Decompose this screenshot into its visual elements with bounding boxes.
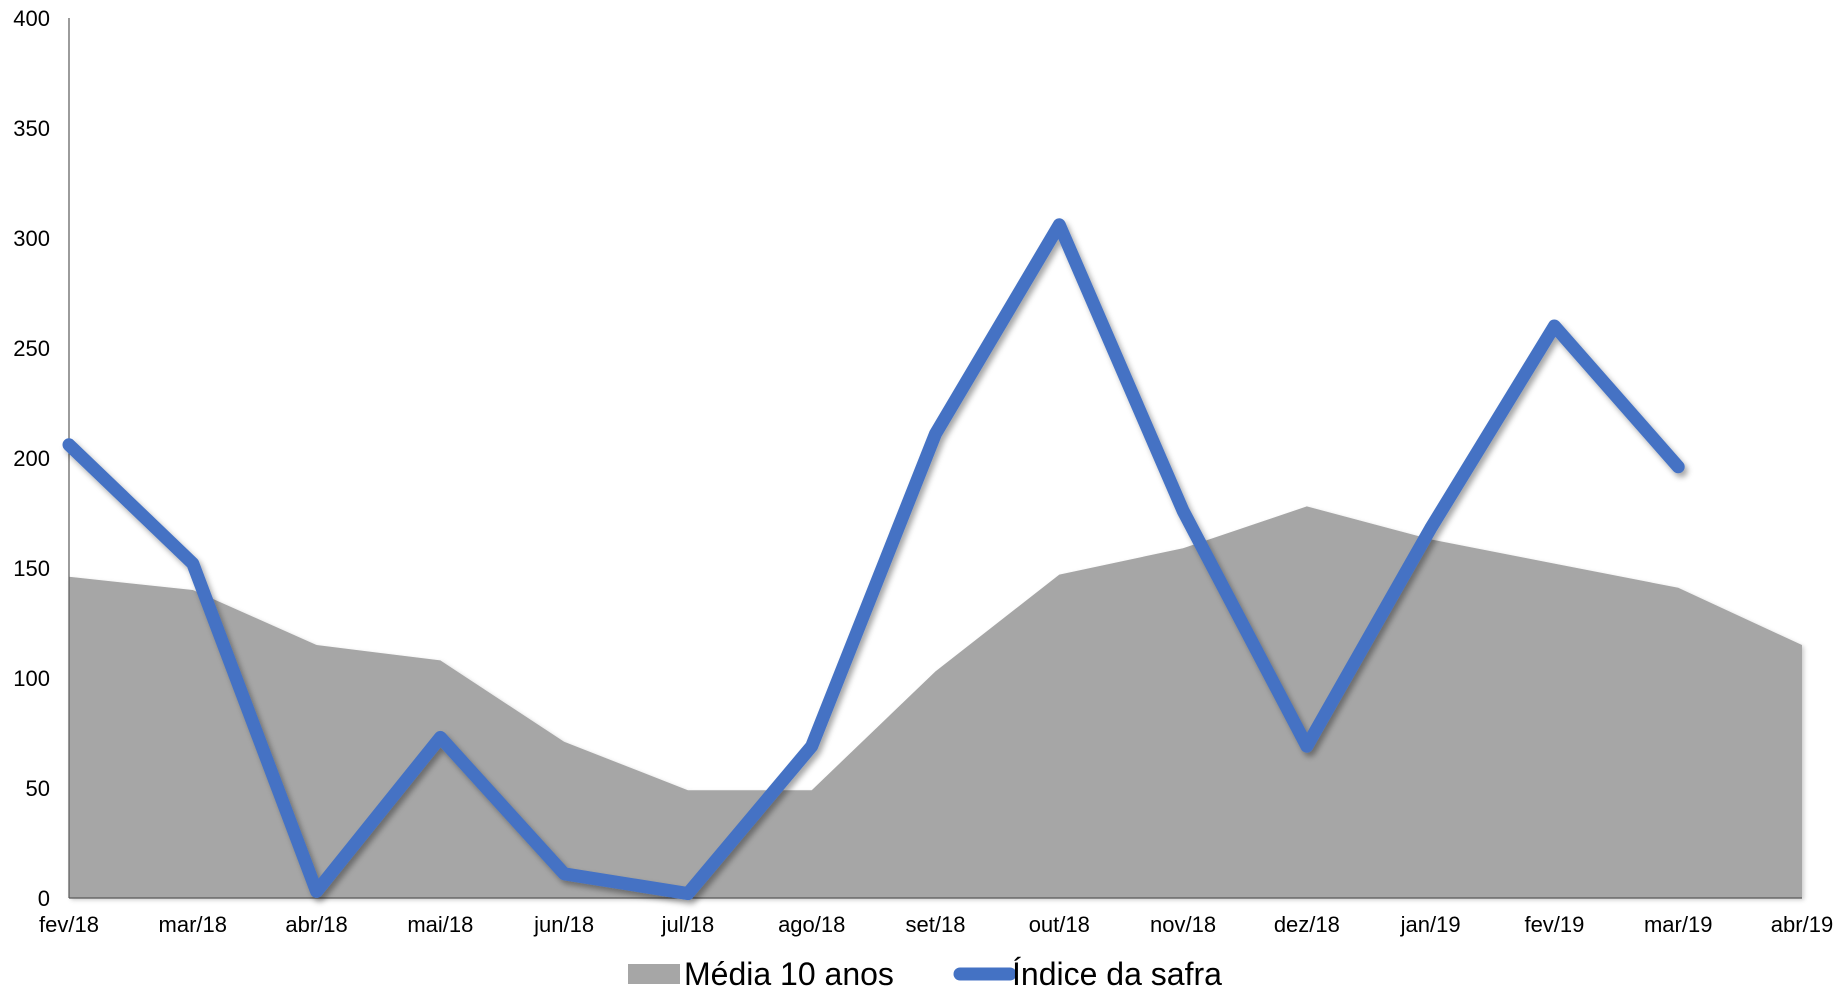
- x-tick-label: mar/19: [1644, 912, 1712, 937]
- legend-item-media-10-anos: Média 10 anos: [628, 956, 894, 988]
- series-line-indice-da-safra: [62, 218, 1685, 901]
- x-tick-label: fev/19: [1524, 912, 1584, 937]
- y-tick-label: 150: [13, 556, 50, 581]
- y-axis-ticks: 0 50 100 150 200 250 300 350 400: [13, 6, 50, 911]
- x-tick-label: jun/18: [533, 912, 594, 937]
- x-tick-label: mar/18: [159, 912, 227, 937]
- x-tick-label: abr/19: [1771, 912, 1833, 937]
- x-tick-label: jan/19: [1400, 912, 1461, 937]
- x-tick-label: ago/18: [778, 912, 845, 937]
- x-tick-label: nov/18: [1150, 912, 1216, 937]
- x-tick-label: fev/18: [39, 912, 99, 937]
- y-tick-label: 200: [13, 446, 50, 471]
- x-tick-label: mai/18: [407, 912, 473, 937]
- y-tick-label: 0: [38, 886, 50, 911]
- x-tick-label: dez/18: [1274, 912, 1340, 937]
- y-tick-label: 350: [13, 116, 50, 141]
- x-tick-label: jul/18: [661, 912, 715, 937]
- legend-label: Média 10 anos: [684, 956, 894, 988]
- y-tick-label: 50: [26, 776, 50, 801]
- axis-layer: [68, 18, 1802, 899]
- legend-item-indice-da-safra: Índice da safra: [953, 956, 1222, 988]
- y-tick-label: 400: [13, 6, 50, 31]
- x-tick-label: out/18: [1029, 912, 1090, 937]
- x-axis-ticks: fev/18 mar/18 abr/18 mai/18 jun/18 jul/18 ago/…: [39, 912, 1833, 937]
- legend-swatch-area: [628, 964, 680, 984]
- legend: Média 10 anos Índice da safra: [628, 956, 1222, 988]
- area-layer: [68, 506, 1803, 898]
- y-tick-label: 100: [13, 666, 50, 691]
- x-tick-label: set/18: [906, 912, 966, 937]
- line-layer: [62, 218, 1685, 901]
- y-tick-label: 300: [13, 226, 50, 251]
- legend-label: Índice da safra: [1012, 956, 1222, 988]
- x-tick-label: abr/18: [285, 912, 347, 937]
- y-tick-label: 250: [13, 336, 50, 361]
- series-area-media-10-anos: [69, 506, 1802, 898]
